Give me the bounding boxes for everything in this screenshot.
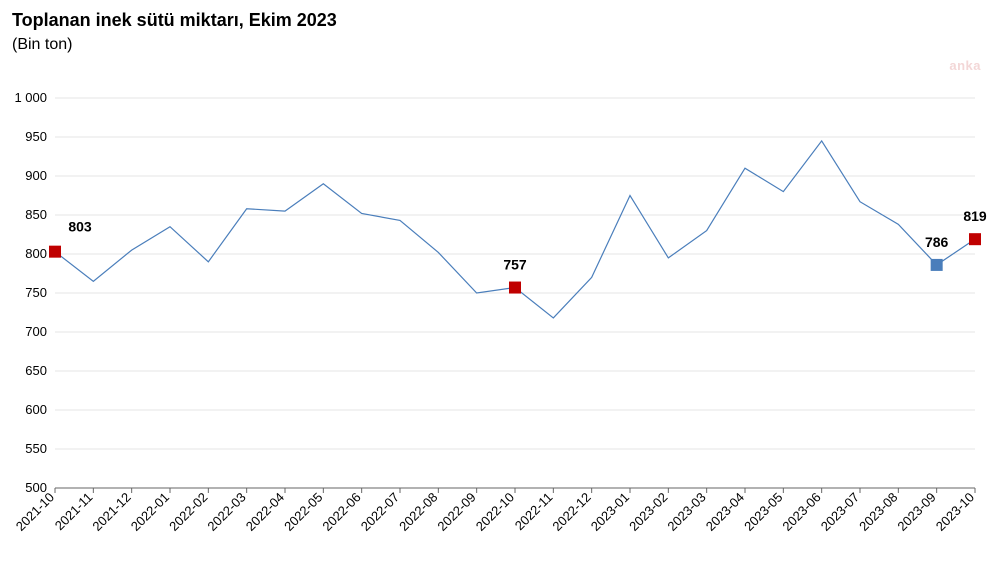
x-tick-label: 2022-03 [204, 490, 248, 534]
x-tick-label: 2022-11 [512, 490, 556, 534]
data-marker [931, 259, 943, 271]
x-tick-label: 2023-09 [894, 490, 938, 534]
x-tick-label: 2023-04 [703, 490, 747, 534]
x-tick-label: 2023-06 [779, 490, 823, 534]
x-tick-label: 2022-12 [549, 490, 593, 534]
y-tick-label: 700 [25, 324, 47, 339]
x-tick-label: 2022-08 [396, 490, 440, 534]
x-tick-label: 2022-06 [319, 490, 363, 534]
y-tick-label: 1 000 [14, 90, 47, 105]
x-tick-label: 2022-04 [243, 490, 287, 534]
data-label: 786 [925, 234, 949, 250]
x-tick-label: 2023-08 [856, 490, 900, 534]
x-tick-label: 2022-10 [473, 490, 517, 534]
data-label: 803 [68, 219, 92, 235]
x-tick-label: 2023-02 [626, 490, 670, 534]
x-tick-label: 2021-11 [52, 490, 96, 534]
data-marker [49, 246, 61, 258]
x-tick-label: 2023-05 [741, 490, 785, 534]
data-marker [509, 282, 521, 294]
line-chart: 5005506006507007508008509009501 0002021-… [0, 0, 995, 563]
x-tick-label: 2022-09 [434, 490, 478, 534]
data-marker [969, 233, 981, 245]
y-tick-label: 800 [25, 246, 47, 261]
data-label: 757 [503, 257, 527, 273]
y-tick-label: 850 [25, 207, 47, 222]
x-tick-label: 2021-10 [13, 490, 57, 534]
y-tick-label: 900 [25, 168, 47, 183]
y-tick-label: 600 [25, 402, 47, 417]
y-tick-label: 650 [25, 363, 47, 378]
y-tick-label: 950 [25, 129, 47, 144]
x-tick-label: 2023-07 [818, 490, 862, 534]
y-tick-label: 550 [25, 441, 47, 456]
x-tick-label: 2021-12 [89, 490, 133, 534]
x-tick-label: 2022-05 [281, 490, 325, 534]
y-tick-label: 750 [25, 285, 47, 300]
x-tick-label: 2022-07 [358, 490, 402, 534]
data-label: 819 [963, 208, 987, 224]
x-tick-label: 2023-10 [933, 490, 977, 534]
x-tick-label: 2023-03 [664, 490, 708, 534]
x-tick-label: 2022-01 [128, 490, 172, 534]
x-tick-label: 2022-02 [166, 490, 210, 534]
x-tick-label: 2023-01 [588, 490, 632, 534]
